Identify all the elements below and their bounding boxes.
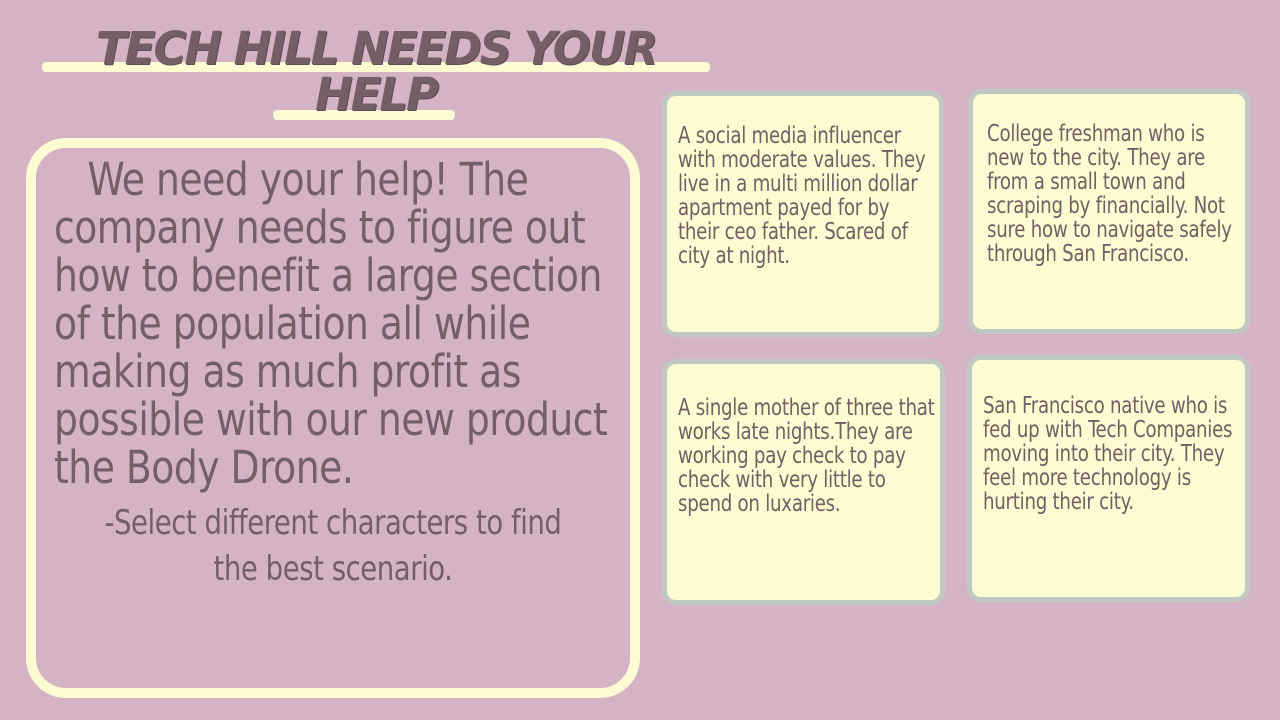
page-title: TECH HILL NEEDS YOUR HELP: [42, 26, 710, 118]
character-description: College freshman who is new to the city.…: [987, 121, 1232, 267]
character-card-influencer[interactable]: A social media influencer with moderate …: [662, 91, 944, 337]
character-card-single-mother[interactable]: A single mother of three that works late…: [662, 359, 945, 605]
character-card-sf-native[interactable]: San Francisco native who is fed up with …: [967, 355, 1250, 602]
character-description: A social media influencer with moderate …: [678, 123, 926, 269]
title-underline-2: [273, 110, 455, 120]
title-underline-1: [42, 62, 710, 72]
character-card-college-freshman[interactable]: College freshman who is new to the city.…: [968, 89, 1250, 334]
character-description: San Francisco native who is fed up with …: [983, 393, 1233, 515]
instruction-text: -Select different characters to find the…: [104, 503, 562, 589]
page-title-line-2: HELP: [314, 68, 439, 121]
intro-panel: We need your help! The company needs to …: [26, 138, 640, 698]
intro-text: We need your help! The company needs to …: [54, 153, 608, 494]
character-description: A single mother of three that works late…: [678, 395, 935, 517]
page-title-line-1: TECH HILL NEEDS YOUR: [95, 22, 658, 75]
